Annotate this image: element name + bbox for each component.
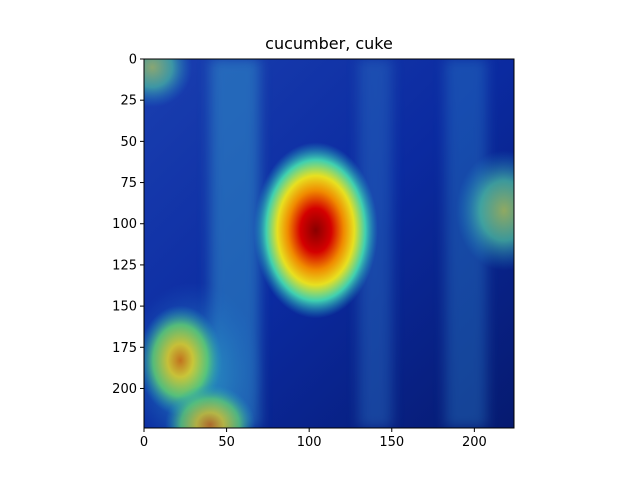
x-tick-label: 50 — [218, 435, 235, 450]
x-tick-label: 100 — [297, 435, 322, 450]
heatmap-hotspot — [253, 142, 378, 319]
x-tick-label: 0 — [140, 435, 148, 450]
chart-title: cucumber, cuke — [265, 34, 393, 53]
y-tick-label: 25 — [120, 94, 137, 109]
y-tick-label: 100 — [112, 217, 137, 232]
x-tick-label: 150 — [379, 435, 404, 450]
y-tick-label: 50 — [120, 135, 137, 150]
plot-frame — [143, 58, 515, 429]
y-tick-label: 200 — [112, 382, 137, 397]
x-axis: 0 50 100 150 200 — [140, 428, 487, 450]
heatmap-hotspot — [456, 150, 514, 271]
x-tick-label: 200 — [462, 435, 487, 450]
heatmap-hotspot — [144, 59, 193, 108]
y-tick-label: 125 — [112, 258, 137, 273]
heatmap-hotspot — [165, 384, 256, 428]
heatmap-area — [144, 59, 514, 428]
y-axis: 0 25 50 75 100 125 150 175 200 — [112, 53, 144, 397]
y-tick-label: 0 — [129, 53, 137, 68]
y-tick-label: 175 — [112, 341, 137, 356]
heatmap-hotspots — [144, 59, 514, 428]
y-tick-label: 150 — [112, 300, 137, 315]
y-tick-label: 75 — [120, 176, 137, 191]
